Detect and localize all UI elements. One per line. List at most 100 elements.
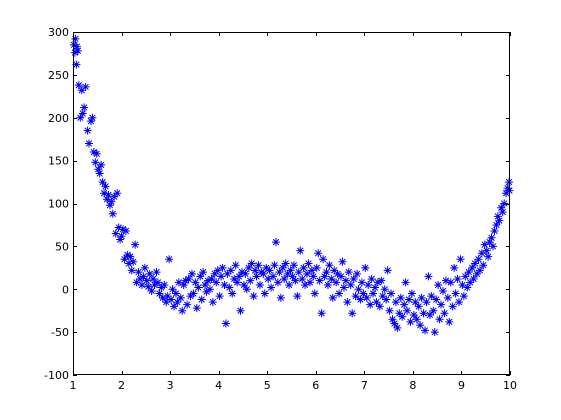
data-point — [254, 261, 263, 270]
data-point — [269, 272, 278, 281]
data-point — [424, 272, 433, 281]
x-tick-label: 4 — [215, 379, 222, 392]
x-tick-label: 8 — [409, 379, 416, 392]
data-point — [74, 81, 83, 90]
data-point — [317, 309, 326, 318]
data-point — [495, 216, 504, 225]
data-point — [461, 272, 470, 281]
data-point — [309, 272, 318, 281]
x-tick-label: 10 — [503, 379, 517, 392]
data-point — [378, 292, 387, 301]
data-point — [251, 266, 260, 275]
data-point — [226, 266, 235, 275]
data-point — [117, 232, 126, 241]
data-point — [286, 266, 295, 275]
data-point — [464, 268, 473, 277]
data-point — [322, 268, 331, 277]
data-point — [199, 268, 208, 277]
data-point — [490, 226, 499, 235]
data-point — [346, 280, 355, 289]
data-point — [367, 274, 376, 283]
data-point — [230, 274, 239, 283]
data-point — [328, 293, 337, 302]
data-point — [359, 289, 368, 298]
data-point — [337, 272, 346, 281]
data-point — [197, 295, 206, 304]
data-point — [417, 293, 426, 302]
data-point — [304, 259, 313, 268]
data-point — [354, 285, 363, 294]
data-point — [387, 289, 396, 298]
data-point — [298, 274, 307, 283]
data-point — [208, 298, 217, 307]
data-point — [385, 306, 394, 315]
y-axis: -100 -50 0 50 100 150 200 250 300 — [44, 26, 510, 382]
data-point — [327, 274, 336, 283]
data-point — [288, 272, 297, 281]
data-point — [213, 266, 222, 275]
data-point — [225, 283, 234, 292]
data-point — [85, 139, 94, 148]
data-point — [459, 292, 468, 301]
data-point — [472, 269, 481, 278]
data-point — [390, 319, 399, 328]
data-point — [237, 268, 246, 277]
data-point — [110, 192, 119, 201]
data-point — [239, 280, 248, 289]
data-point — [218, 263, 227, 272]
data-point — [153, 278, 162, 287]
data-point — [249, 292, 258, 301]
x-tick-label: 5 — [264, 379, 271, 392]
data-point — [140, 263, 149, 272]
data-point — [479, 261, 488, 270]
data-point — [466, 278, 475, 287]
y-tick-label: 0 — [62, 283, 69, 296]
data-point — [121, 226, 130, 235]
data-point — [158, 293, 167, 302]
data-point — [147, 286, 156, 295]
data-point — [361, 263, 370, 272]
data-point — [356, 295, 365, 304]
data-point — [393, 323, 402, 332]
y-tick-label: 100 — [48, 198, 69, 211]
data-point — [382, 295, 391, 304]
data-point — [445, 317, 454, 326]
data-point — [325, 261, 334, 270]
data-point — [262, 263, 271, 272]
data-point — [71, 34, 80, 43]
data-point — [176, 293, 185, 302]
data-point — [487, 233, 496, 242]
data-point — [134, 268, 143, 277]
data-point — [401, 278, 410, 287]
y-tick-label: -100 — [44, 369, 69, 382]
y-tick-label: 300 — [48, 26, 69, 39]
data-point — [323, 280, 332, 289]
data-point — [173, 298, 182, 307]
data-point — [388, 315, 397, 324]
x-tick-label: 9 — [458, 379, 465, 392]
data-point — [422, 298, 431, 307]
data-point — [142, 276, 151, 285]
data-point — [405, 295, 414, 304]
data-point — [162, 298, 171, 307]
data-point — [231, 261, 240, 270]
data-point — [73, 46, 82, 55]
plot-frame — [73, 32, 510, 375]
data-point — [89, 148, 98, 157]
data-point — [246, 276, 255, 285]
data-point — [107, 197, 116, 206]
data-point — [432, 295, 441, 304]
data-point — [440, 309, 449, 318]
data-point — [168, 285, 177, 294]
data-point — [169, 302, 178, 311]
data-point — [293, 292, 302, 301]
data-point — [477, 249, 486, 258]
data-point — [149, 274, 158, 283]
data-point — [255, 280, 264, 289]
data-point — [81, 82, 90, 91]
data-point — [373, 278, 382, 287]
data-point — [123, 250, 132, 259]
data-point — [212, 278, 221, 287]
data-point — [333, 269, 342, 278]
data-point — [94, 165, 103, 174]
